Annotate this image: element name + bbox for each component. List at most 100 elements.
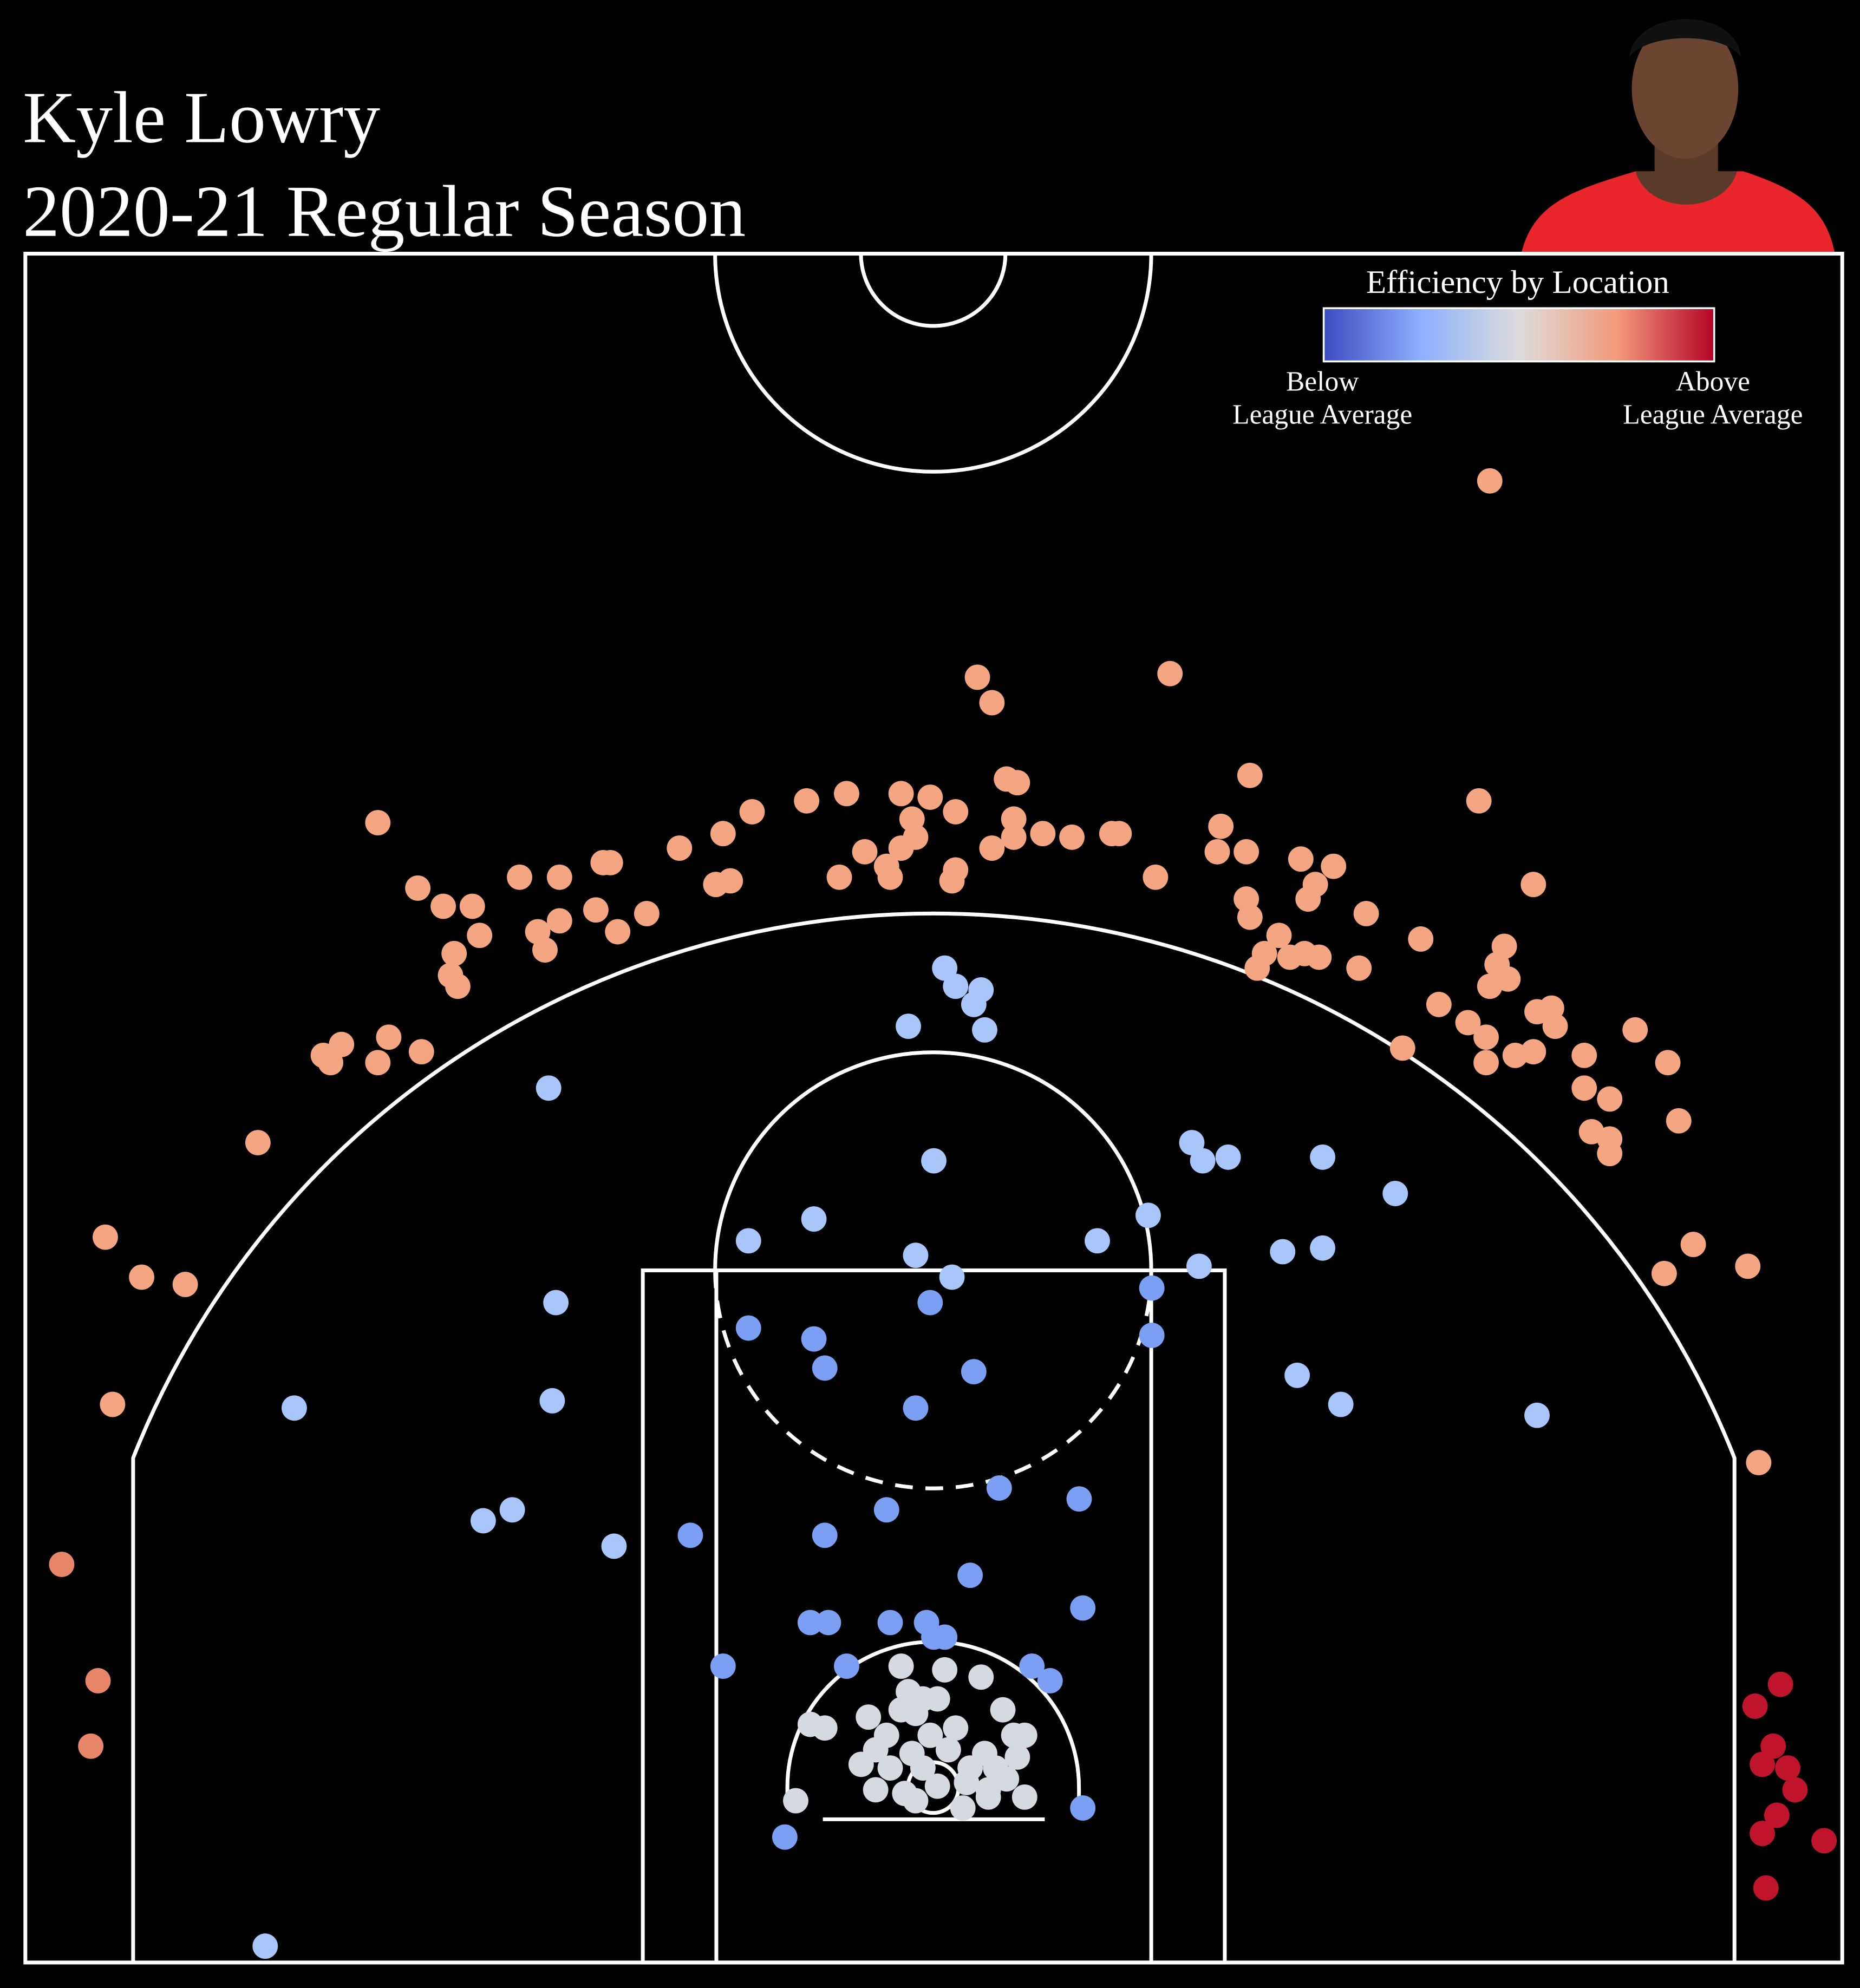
shot-point bbox=[445, 973, 471, 999]
shot-point bbox=[1004, 1744, 1030, 1770]
shot-point bbox=[968, 1664, 994, 1690]
shot-point bbox=[812, 1522, 838, 1548]
shot-point bbox=[1408, 926, 1434, 952]
shot-point bbox=[1328, 1391, 1354, 1417]
shot-point bbox=[924, 1686, 950, 1712]
shot-point bbox=[1597, 1086, 1623, 1112]
shot-point bbox=[467, 923, 493, 949]
shot-point bbox=[1750, 1821, 1775, 1846]
shot-point bbox=[1473, 1050, 1499, 1076]
chart-title: Kyle Lowry bbox=[23, 77, 380, 159]
shot-point bbox=[1495, 966, 1521, 992]
shot-point bbox=[903, 1242, 929, 1268]
shot-point bbox=[1004, 770, 1030, 796]
shot-point bbox=[917, 1290, 943, 1316]
shot-point bbox=[812, 1715, 838, 1741]
shot-point bbox=[888, 781, 914, 807]
shot-point bbox=[924, 1773, 950, 1799]
shot-point bbox=[972, 1017, 997, 1043]
shot-point bbox=[1244, 955, 1270, 981]
shot-point bbox=[1651, 1260, 1677, 1286]
shot-point bbox=[1764, 1802, 1790, 1828]
shot-point bbox=[85, 1668, 111, 1693]
shot-point bbox=[1622, 1017, 1648, 1043]
shot-point bbox=[172, 1272, 198, 1297]
shot-point bbox=[954, 1770, 980, 1795]
shot-point bbox=[856, 1704, 882, 1730]
shot-point bbox=[1190, 1148, 1216, 1174]
shot-point bbox=[539, 1388, 565, 1414]
shot-point bbox=[1346, 955, 1372, 981]
chart-subtitle: 2020-21 Regular Season bbox=[23, 171, 746, 252]
shot-point bbox=[1310, 1235, 1335, 1261]
shot-point bbox=[1237, 762, 1263, 788]
shot-point bbox=[459, 893, 485, 919]
colorbar-legend: Efficiency by Location Below League Aver… bbox=[1232, 264, 1803, 430]
shot-point bbox=[801, 1206, 827, 1232]
shot-point bbox=[935, 1737, 961, 1763]
shot-point bbox=[532, 937, 558, 963]
shot-point bbox=[801, 1326, 827, 1352]
shot-point bbox=[794, 788, 820, 814]
shot-point bbox=[964, 664, 990, 690]
shot-point bbox=[834, 781, 859, 807]
shot-point bbox=[932, 1624, 958, 1650]
shot-point bbox=[1270, 1239, 1296, 1265]
shot-point bbox=[1037, 1668, 1063, 1693]
shot-point bbox=[677, 1522, 703, 1548]
shot-point bbox=[1571, 1075, 1597, 1101]
shot-point bbox=[1139, 1275, 1165, 1301]
shot-point bbox=[1426, 991, 1452, 1017]
shot-point bbox=[1524, 1402, 1550, 1428]
shot-point bbox=[1135, 1202, 1161, 1228]
shot-point bbox=[888, 1653, 914, 1679]
shot-point bbox=[1310, 1144, 1335, 1170]
shot-point bbox=[1011, 1784, 1037, 1810]
shot-point bbox=[939, 1264, 965, 1290]
center-circle bbox=[713, 253, 1153, 474]
shot-point bbox=[546, 908, 572, 934]
shot-point bbox=[735, 1315, 761, 1341]
shot-point bbox=[601, 1533, 627, 1559]
shot-point bbox=[873, 1497, 899, 1523]
shot-point bbox=[252, 1933, 278, 1959]
shot-point bbox=[1059, 825, 1085, 850]
shot-point bbox=[735, 1228, 761, 1254]
shot-point bbox=[943, 799, 969, 825]
shot-point bbox=[605, 919, 631, 945]
player-photo bbox=[1521, 19, 1835, 253]
shot-point bbox=[1070, 1595, 1096, 1621]
shot-point bbox=[863, 1777, 889, 1803]
lane-outer bbox=[641, 1268, 1227, 1965]
shot-point bbox=[710, 1653, 736, 1679]
shot-point bbox=[1030, 821, 1056, 847]
shot-point bbox=[1139, 1323, 1165, 1348]
shot-point bbox=[1288, 846, 1314, 872]
shots bbox=[49, 468, 1837, 1959]
shot-point bbox=[852, 839, 878, 865]
shot-point bbox=[1520, 1039, 1546, 1065]
shot-point bbox=[1571, 1042, 1597, 1068]
shot-point bbox=[430, 893, 456, 919]
shot-point bbox=[1655, 1050, 1681, 1076]
shot-point bbox=[739, 799, 765, 825]
shot-point bbox=[1306, 944, 1332, 970]
shot-point bbox=[921, 1148, 947, 1174]
shot-point bbox=[1266, 923, 1292, 949]
shot-point bbox=[318, 1050, 343, 1076]
shot-point bbox=[910, 1755, 936, 1781]
shot-point bbox=[917, 784, 943, 810]
shot-point bbox=[1066, 1486, 1092, 1512]
shot-point bbox=[903, 1701, 929, 1727]
shot-point bbox=[470, 1508, 496, 1534]
shot-point bbox=[282, 1395, 307, 1421]
shot-point bbox=[1750, 1751, 1775, 1777]
shot-point bbox=[917, 1722, 943, 1748]
shot-point bbox=[812, 1355, 838, 1381]
shot-point bbox=[797, 1610, 823, 1636]
shot-point bbox=[1085, 1228, 1110, 1254]
colorbar-title: Efficiency by Location bbox=[1366, 264, 1669, 300]
shot-point bbox=[583, 897, 609, 923]
shot-point bbox=[943, 973, 969, 999]
shot-point bbox=[1782, 1777, 1808, 1803]
